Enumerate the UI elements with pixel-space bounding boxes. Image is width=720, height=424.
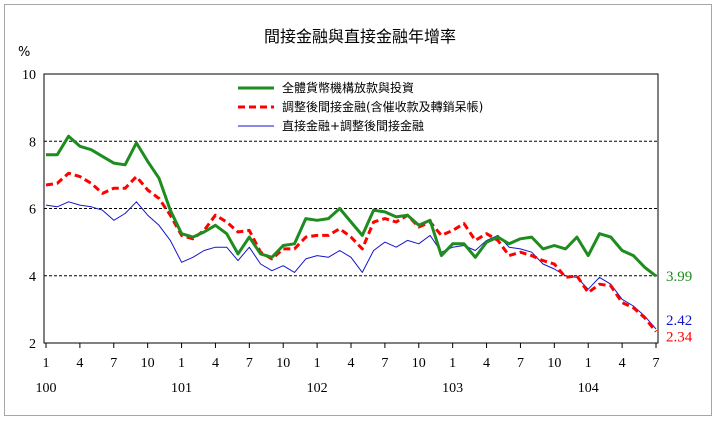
- series-line-1: [45, 171, 658, 333]
- x-tick-label-4: 1: [178, 356, 185, 371]
- x-tick-label-1: 4: [76, 356, 83, 371]
- series-line-0: [46, 134, 657, 278]
- x-tick-label-3: 10: [141, 356, 155, 371]
- x-tick-label-18: 7: [653, 356, 660, 371]
- x-year-label-4: 104: [578, 381, 599, 396]
- y-tick-label-0: 2: [29, 337, 36, 352]
- end-label-2: 2.42: [666, 313, 692, 329]
- x-tick-label-9: 4: [348, 356, 355, 371]
- x-tick-label-5: 4: [212, 356, 219, 371]
- y-tick-label-3: 8: [29, 135, 36, 150]
- x-tick-label-13: 4: [483, 356, 490, 371]
- y-tick-label-2: 6: [29, 203, 36, 218]
- x-year-label-3: 103: [442, 381, 463, 396]
- x-tick-label-12: 1: [449, 356, 456, 371]
- x-year-label-2: 102: [307, 381, 328, 396]
- y-tick-label-4: 10: [22, 68, 36, 83]
- x-tick-label-16: 1: [585, 356, 592, 371]
- legend-label-0: 全體貨幣機構放款與投資: [282, 80, 414, 95]
- legend-label-2: 直接金融+調整後間接金融: [282, 118, 424, 133]
- y-tick-label-1: 4: [29, 270, 36, 285]
- x-tick-label-14: 7: [517, 356, 524, 371]
- chart-title: 間接金融與直接金融年增率: [264, 27, 456, 46]
- x-tick-label-17: 4: [619, 356, 626, 371]
- x-tick-label-2: 7: [110, 356, 117, 371]
- x-tick-label-7: 10: [276, 356, 290, 371]
- end-label-0: 3.99: [666, 269, 692, 285]
- y-unit-label: %: [18, 45, 30, 60]
- x-year-label-0: 100: [36, 381, 57, 396]
- x-tick-label-11: 10: [412, 356, 426, 371]
- series-layer: [45, 134, 658, 333]
- x-year-label-1: 101: [171, 381, 192, 396]
- x-tick-label-0: 1: [43, 356, 50, 371]
- x-tick-label-15: 10: [547, 356, 561, 371]
- x-tick-label-10: 7: [381, 356, 388, 371]
- x-tick-label-8: 1: [314, 356, 321, 371]
- x-tick-label-6: 7: [246, 356, 253, 371]
- axes: [43, 73, 659, 348]
- series-line-2: [45, 201, 657, 330]
- legend-label-1: 調整後間接金融(含催收款及轉銷呆帳): [282, 99, 483, 114]
- end-label-1: 2.34: [666, 330, 693, 346]
- chart-frame: [4, 4, 712, 416]
- gridlines: [44, 140, 658, 277]
